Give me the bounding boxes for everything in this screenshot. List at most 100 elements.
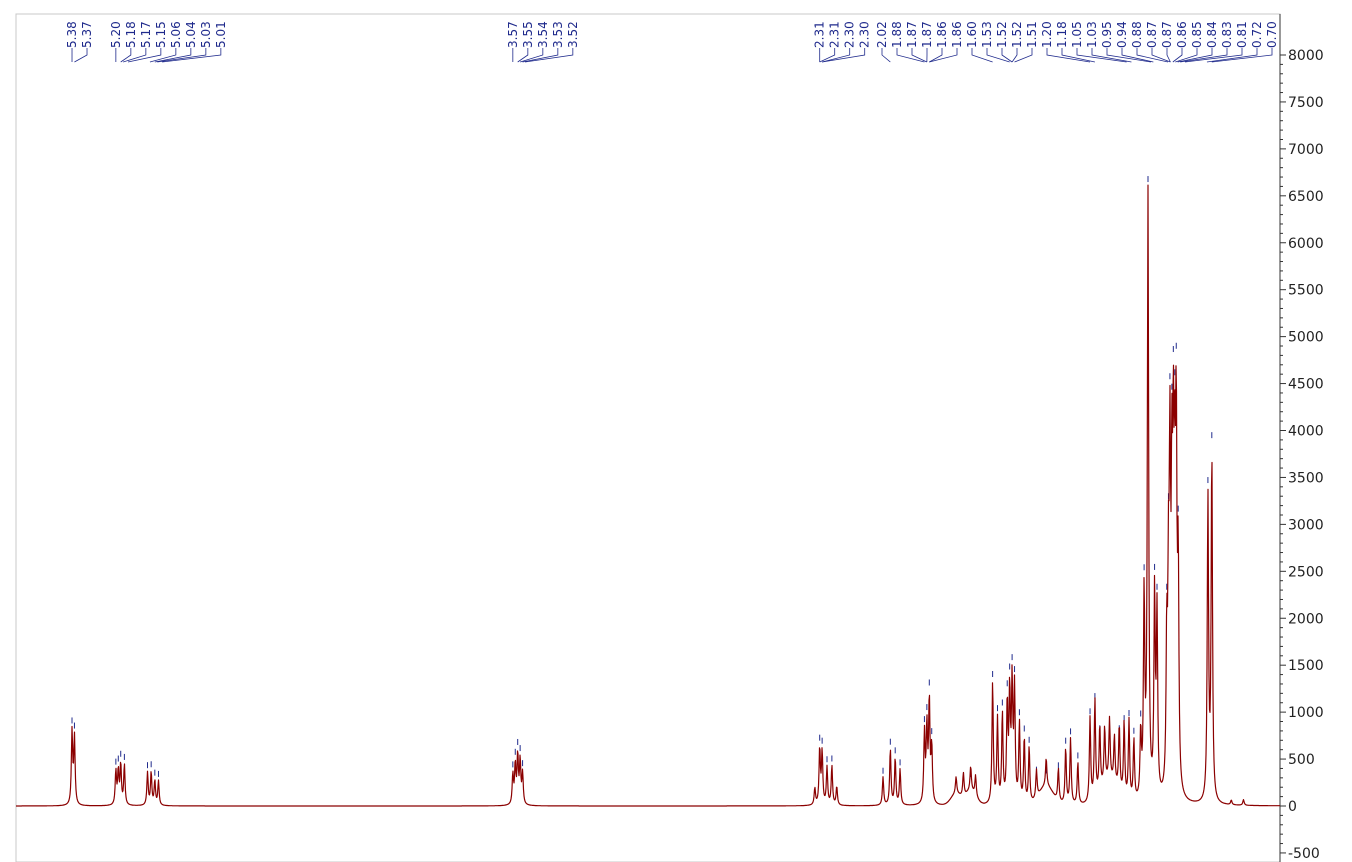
- y-tick-label: 6000: [1288, 236, 1324, 252]
- peak-leader-line: [819, 48, 836, 63]
- peak-label: 2.31: [813, 21, 827, 48]
- peak-label: 1.86: [935, 21, 949, 48]
- y-tick-label: 2500: [1288, 564, 1324, 580]
- peak-leader-line: [1184, 48, 1243, 63]
- peak-leader-line: [149, 48, 177, 63]
- peak-label: 0.81: [1235, 21, 1249, 48]
- peak-label: 0.83: [1220, 21, 1234, 48]
- peak-leader-line: [520, 48, 544, 63]
- peak-label: 1.18: [1055, 21, 1069, 48]
- peak-leader-line: [1206, 48, 1258, 63]
- y-tick-label: 0: [1288, 799, 1297, 815]
- peak-label: 2.02: [875, 21, 889, 48]
- peak-leader-line: [154, 48, 192, 63]
- peak-label: 0.87: [1145, 21, 1159, 48]
- peak-leader-line: [896, 48, 925, 63]
- peak-label: 0.87: [1160, 21, 1174, 48]
- peak-label: 1.86: [950, 21, 964, 48]
- peak-label: 5.38: [65, 21, 79, 48]
- peak-label: 5.18: [124, 21, 138, 48]
- peak-leader-line: [1046, 48, 1091, 63]
- peak-leader-line: [1175, 48, 1198, 63]
- peak-label: 5.37: [80, 21, 94, 48]
- peak-label: 3.53: [551, 21, 565, 48]
- peak-leader-line: [1061, 48, 1095, 63]
- peak-leader-line: [1180, 48, 1228, 63]
- peak-leader-line: [971, 48, 993, 63]
- peak-label: 0.85: [1190, 21, 1204, 48]
- peak-label: 0.72: [1250, 21, 1264, 48]
- peak-label: 5.01: [214, 21, 228, 48]
- y-tick-label: 6500: [1288, 189, 1324, 205]
- peak-label: 5.06: [169, 21, 183, 48]
- peak-label: 5.17: [139, 21, 153, 48]
- y-tick-label: 4000: [1288, 424, 1324, 440]
- peak-leader-line: [157, 48, 207, 63]
- peak-label: 1.52: [1010, 21, 1024, 48]
- peak-label: 0.95: [1100, 21, 1114, 48]
- peak-label: 3.52: [566, 21, 580, 48]
- peak-leader-line: [162, 48, 222, 63]
- peak-leader-line: [120, 48, 132, 63]
- peak-leader-line: [1211, 48, 1273, 63]
- peak-label: 1.60: [965, 21, 979, 48]
- y-tick-label: 4500: [1288, 377, 1324, 393]
- peak-leader-line: [1001, 48, 1013, 63]
- peak-leader-line: [74, 48, 88, 63]
- peak-label: 2.30: [843, 21, 857, 48]
- y-tick-label: 5000: [1288, 330, 1324, 346]
- y-tick-label: 5500: [1288, 283, 1324, 299]
- y-tick-label: 1500: [1288, 658, 1324, 674]
- peak-markers: [71, 176, 1213, 779]
- peak-label: 1.03: [1085, 21, 1099, 48]
- y-tick-label: 1000: [1288, 705, 1324, 721]
- peak-leader-line: [522, 48, 559, 63]
- peak-label: 5.03: [199, 21, 213, 48]
- peak-leader-line: [1136, 48, 1169, 63]
- peak-leader-line: [1011, 48, 1018, 63]
- peak-label: 1.51: [1025, 21, 1039, 48]
- peak-leader-line: [929, 48, 958, 63]
- peak-leader-line: [929, 48, 943, 63]
- peak-label: 3.54: [536, 21, 550, 48]
- peak-leader-line: [517, 48, 529, 63]
- peak-label: 1.87: [905, 21, 919, 48]
- peak-leader-line: [1121, 48, 1154, 63]
- peak-labels: 5.38 5.37 5.20 5.18 5.17 5.15 5.06 5.04 5.03 5.01…: [65, 21, 1279, 63]
- peak-label: 1.53: [980, 21, 994, 48]
- peak-label: 0.70: [1265, 21, 1279, 48]
- peak-leader-line: [123, 48, 147, 63]
- peak-leader-line: [1091, 48, 1132, 63]
- peak-label: 0.94: [1115, 21, 1129, 48]
- peak-label: 2.31: [828, 21, 842, 48]
- y-tick-label: 2000: [1288, 611, 1324, 627]
- y-tick-label: 7000: [1288, 142, 1324, 158]
- peak-label: 5.15: [154, 21, 168, 48]
- peak-label: 1.88: [890, 21, 904, 48]
- y-tick-label: 3500: [1288, 470, 1324, 486]
- peak-label: 1.52: [995, 21, 1009, 48]
- y-tick-label: 7500: [1288, 95, 1324, 111]
- peak-leader-line: [1014, 48, 1033, 63]
- peak-leader-line: [1166, 48, 1171, 63]
- peak-label: 3.57: [506, 21, 520, 48]
- peak-label: 5.20: [109, 21, 123, 48]
- spectrum-line: [15, 184, 1281, 807]
- y-tick-label: 500: [1288, 752, 1315, 768]
- y-axis: 8000750070006500600055005000450040003500…: [1279, 14, 1324, 862]
- peak-label: 0.86: [1175, 21, 1189, 48]
- peak-label: 0.84: [1205, 21, 1219, 48]
- y-tick-label: -500: [1288, 846, 1320, 862]
- peak-leader-line: [1172, 48, 1183, 63]
- peak-label: 2.30: [858, 21, 872, 48]
- peak-leader-line: [127, 48, 162, 63]
- peak-label: 1.05: [1070, 21, 1084, 48]
- peak-label: 0.88: [1130, 21, 1144, 48]
- peak-leader-line: [822, 48, 866, 63]
- peak-leader-line: [986, 48, 1010, 63]
- peak-label: 3.55: [521, 21, 535, 48]
- peak-leader-line: [911, 48, 928, 63]
- peak-leader-line: [524, 48, 574, 63]
- peak-leader-line: [1076, 48, 1127, 63]
